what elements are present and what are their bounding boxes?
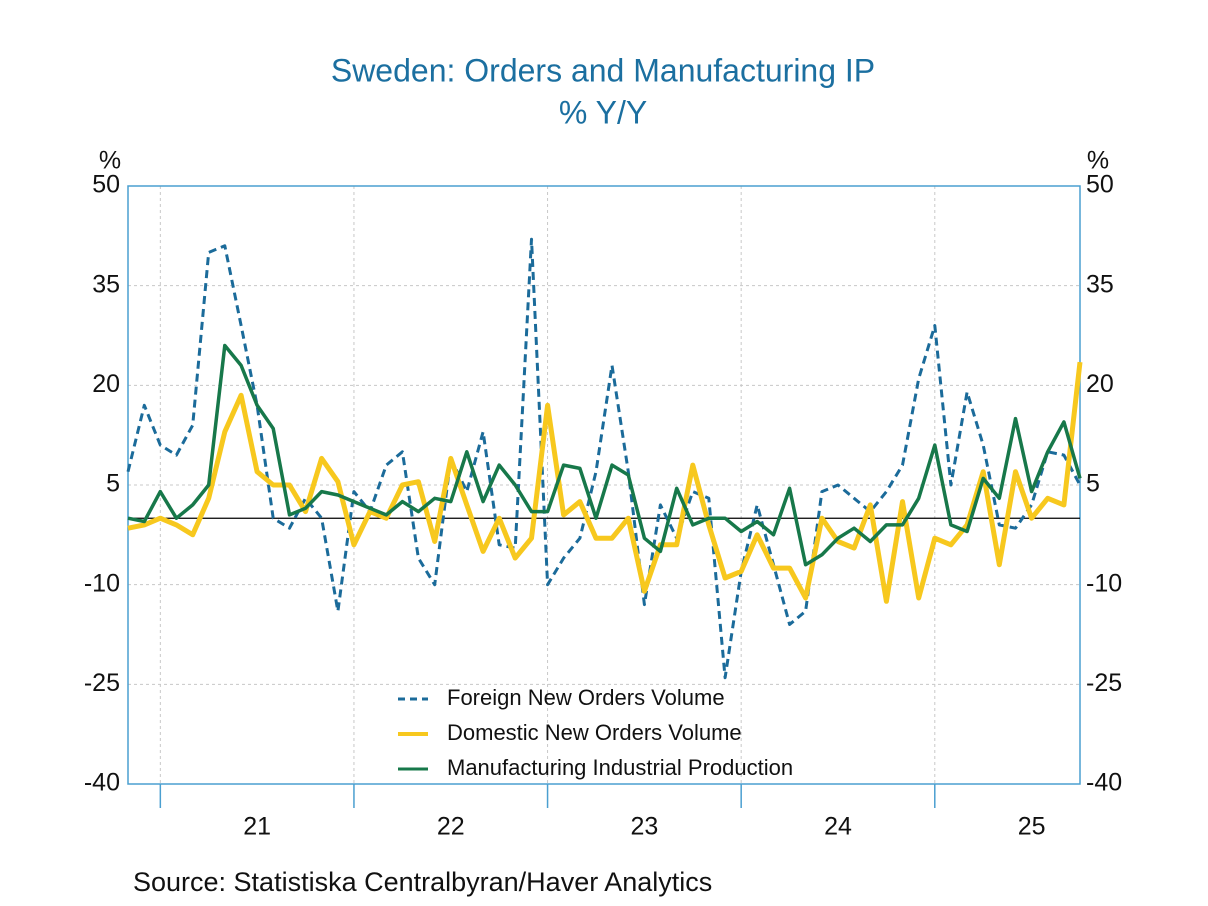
y2-tick-label: 20 (1086, 370, 1114, 398)
y2-tick-label: 5 (1086, 470, 1100, 498)
y2-tick-label: -10 (1086, 569, 1122, 597)
legend-label: Manufacturing Industrial Production (447, 755, 793, 780)
y2-tick-label: 35 (1086, 270, 1114, 298)
legend-label: Foreign New Orders Volume (447, 685, 725, 710)
x-tick-label: 21 (243, 813, 271, 841)
series-line (126, 237, 1082, 680)
x-tick-label: 23 (630, 813, 658, 841)
y-tick-label: -25 (84, 669, 120, 697)
y2-tick-label: -40 (1086, 769, 1122, 797)
x-tick-label: 25 (1018, 813, 1046, 841)
chart-subtitle: % Y/Y (559, 94, 647, 130)
y-tick-label: 20 (92, 370, 120, 398)
series-line (127, 343, 1082, 567)
chart-title: Sweden: Orders and Manufacturing IP (331, 52, 875, 88)
y-tick-label: 50 (92, 171, 120, 199)
y-tick-label: -10 (84, 569, 120, 597)
y2-axis-label: % (1087, 147, 1109, 175)
x-tick-label: 22 (437, 813, 465, 841)
y2-tick-label: -25 (1086, 669, 1122, 697)
legend-label: Domestic New Orders Volume (447, 720, 742, 745)
y-tick-label: -40 (84, 769, 120, 797)
source-note: Source: Statistiska Centralbyran/Haver A… (133, 867, 712, 897)
y-axis-label: % (99, 147, 121, 175)
y-tick-label: 5 (106, 470, 120, 498)
x-tick-label: 24 (824, 813, 852, 841)
series-line (127, 361, 1083, 604)
y2-tick-label: 50 (1086, 171, 1114, 199)
y-tick-label: 35 (92, 270, 120, 298)
plot-frame (127, 185, 1081, 785)
